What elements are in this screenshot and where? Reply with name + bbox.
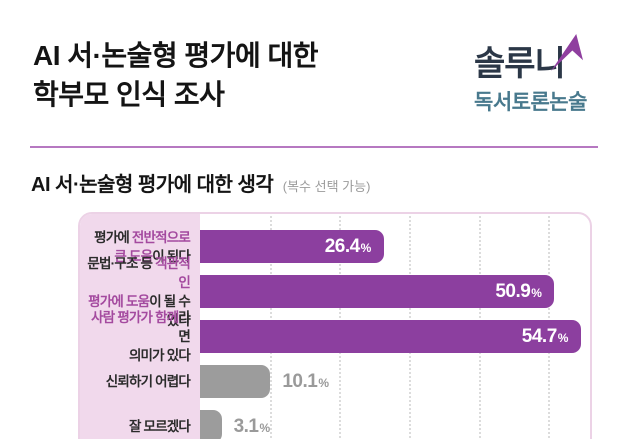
logo-wordmark: 솔루니	[474, 45, 566, 83]
bar-chart: 평가에 전반적으로 큰 도움이 된다 26.4% 문법·구조 등 객관적인 평가에 도움…	[78, 212, 592, 439]
logo-subtitle: 독서토론논술	[474, 91, 587, 114]
chart-title: AI 서·논술형 평가에 대한 생각	[31, 174, 274, 196]
bar: 50.9%	[200, 275, 555, 308]
bar-row: 신뢰하기 어렵다 10.1%	[80, 359, 590, 404]
section-title: AI 서·논술형 평가에 대한 생각 (복수 선택 가능)	[31, 168, 370, 197]
value-label: 54.7%	[521, 325, 569, 347]
category-label: 신뢰하기 어렵다	[105, 374, 191, 389]
header-divider	[30, 146, 598, 148]
page-title-line1: AI 서·논술형 평가에 대한	[33, 40, 319, 71]
bar: 26.4%	[200, 230, 384, 263]
chart-subtitle: (복수 선택 가능)	[282, 179, 371, 194]
value-label: 10.1%	[282, 370, 329, 392]
bar-row: 평가에 전반적으로 큰 도움이 된다 26.4%	[80, 224, 590, 269]
category-label: 사람 평가가 함께라면 의미가 있다	[91, 310, 191, 363]
bar-row: 잘 모르겠다 3.1%	[80, 404, 590, 439]
logo-arrow-icon	[551, 34, 584, 71]
page-title: AI 서·논술형 평가에 대한 학부모 인식 조사	[33, 36, 319, 114]
value-label: 50.9%	[495, 280, 542, 302]
category-label: 문법·구조 등 객관적인 평가에 도움이 될 수 있다	[87, 255, 190, 328]
page-title-line2: 학부모 인식 조사	[33, 79, 225, 110]
bar-row: 문법·구조 등 객관적인 평가에 도움이 될 수 있다 50.9%	[80, 256, 590, 328]
category-label: 잘 모르겠다	[128, 419, 191, 434]
bar: 54.7%	[200, 320, 581, 353]
brand-logo: 솔루니 독서토론논술	[474, 34, 598, 116]
value-label: 26.4%	[324, 235, 372, 257]
label-panel	[80, 214, 200, 439]
value-label: 3.1%	[233, 415, 271, 437]
bar-row: 사람 평가가 함께라면 의미가 있다 54.7%	[80, 310, 590, 363]
bar	[200, 410, 222, 439]
category-label: 평가에 전반적으로 큰 도움이 된다	[94, 229, 191, 264]
bar	[200, 365, 271, 398]
